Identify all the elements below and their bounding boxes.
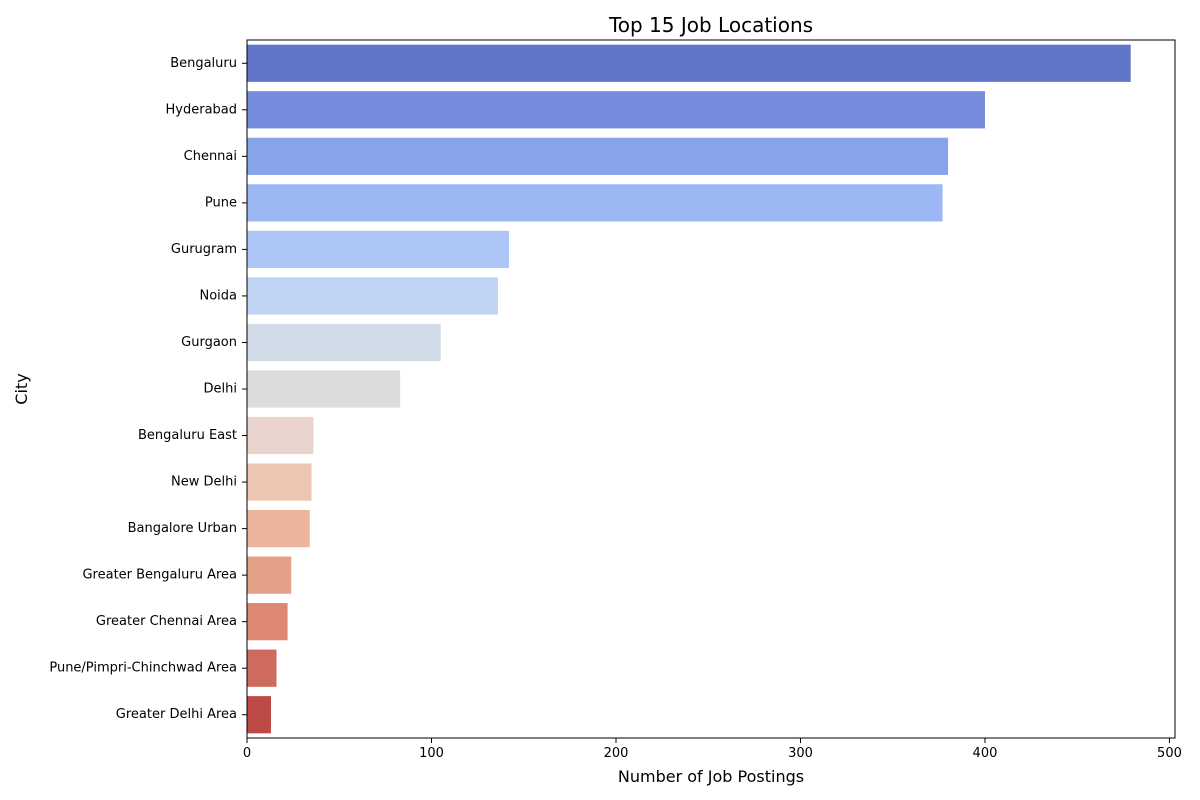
bar bbox=[247, 91, 985, 129]
bar bbox=[247, 137, 949, 175]
y-tick-label: Noida bbox=[199, 288, 237, 303]
x-tick-label: 400 bbox=[973, 746, 998, 761]
bar bbox=[247, 696, 271, 734]
x-axis-title: Number of Job Postings bbox=[618, 767, 804, 786]
y-tick-label: Chennai bbox=[184, 149, 237, 164]
y-tick-label: Gurugram bbox=[171, 242, 237, 257]
chart-title: Top 15 Job Locations bbox=[608, 13, 813, 37]
bar bbox=[247, 230, 509, 269]
bar bbox=[247, 463, 312, 501]
y-axis-title: City bbox=[12, 373, 31, 404]
x-tick-label: 500 bbox=[1157, 746, 1182, 761]
x-tick-label: 300 bbox=[788, 746, 813, 761]
bars-layer bbox=[247, 44, 1131, 734]
bar bbox=[247, 556, 292, 594]
y-tick-label: Greater Bengaluru Area bbox=[82, 568, 237, 583]
bar bbox=[247, 603, 288, 641]
y-tick-label: Gurgaon bbox=[181, 335, 237, 350]
bar bbox=[247, 44, 1131, 82]
bar bbox=[247, 649, 277, 687]
y-tick-label: Delhi bbox=[204, 382, 237, 397]
y-tick-label: Bengaluru East bbox=[138, 428, 237, 443]
y-tick-label: Pune bbox=[205, 195, 237, 210]
y-tick-label: Bengaluru bbox=[170, 56, 237, 71]
bar bbox=[247, 184, 943, 222]
y-tick-label: Pune/Pimpri-Chinchwad Area bbox=[49, 661, 237, 676]
y-tick-label: Hyderabad bbox=[166, 102, 238, 117]
y-tick-label: Greater Chennai Area bbox=[96, 614, 237, 629]
bar bbox=[247, 416, 314, 455]
bar bbox=[247, 277, 498, 315]
bar bbox=[247, 323, 441, 362]
bar bbox=[247, 370, 401, 408]
x-tick-label: 100 bbox=[419, 746, 444, 761]
x-tick-label: 200 bbox=[604, 746, 629, 761]
bar bbox=[247, 509, 310, 548]
y-tick-label: Greater Delhi Area bbox=[116, 707, 237, 722]
y-tick-label: New Delhi bbox=[171, 475, 237, 490]
y-axis: Bengaluru Hyderabad Chennai Pune Gurugram Noi… bbox=[49, 56, 247, 722]
x-axis: 0 100 200 300 400 500 bbox=[243, 738, 1182, 761]
x-tick-label: 0 bbox=[243, 746, 251, 761]
y-tick-label: Bangalore Urban bbox=[128, 521, 237, 536]
